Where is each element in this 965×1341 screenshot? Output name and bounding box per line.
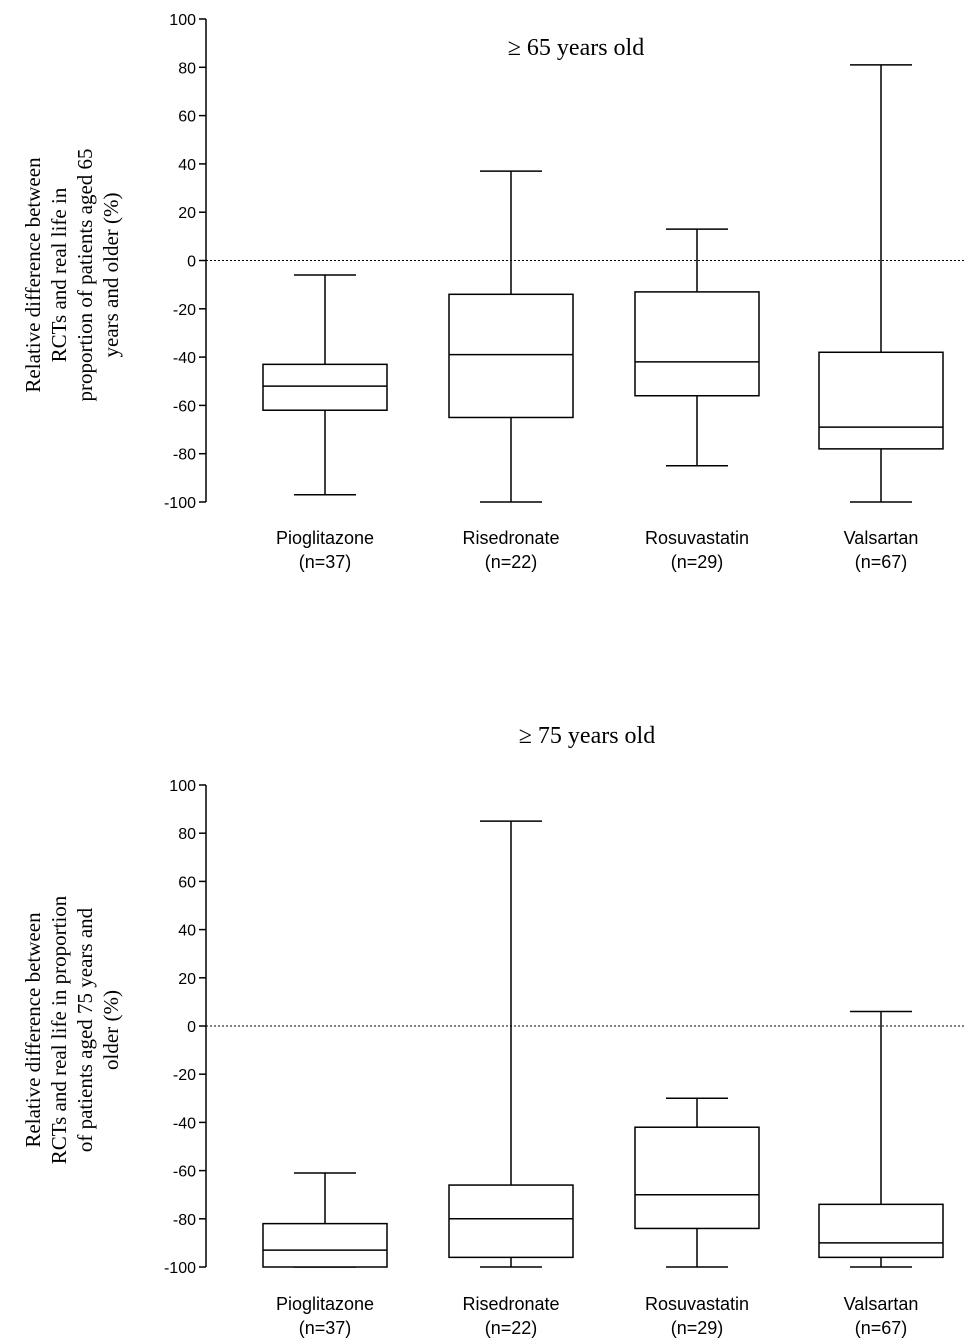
category-n-label: (n=22) (485, 552, 538, 572)
boxes (262, 820, 944, 1268)
iqr-box (262, 1222, 388, 1268)
category-n-label: (n=22) (485, 1318, 538, 1338)
y-tick-label: 80 (178, 826, 196, 843)
category-label: Pioglitazone (276, 528, 374, 548)
y-tick-label: 20 (178, 971, 196, 988)
category-label: Valsartan (844, 528, 919, 548)
box-pioglitazone (262, 1172, 388, 1268)
y-axis: 100 80 60 40 20 0 -20 -40 -60 -80 -100 (164, 12, 207, 512)
y-tick-label: -20 (173, 302, 196, 319)
x-axis-categories: Pioglitazone (n=37) Risedronate (n=22) Rosuv… (276, 1294, 918, 1338)
box-valsartan (818, 1010, 944, 1268)
y-tick-label: 80 (178, 60, 196, 77)
y-tick-label: 60 (178, 109, 196, 126)
category-n-label: (n=37) (299, 1318, 352, 1338)
category-n-label: (n=29) (671, 1318, 724, 1338)
y-tick-label: 100 (169, 778, 196, 795)
y-axis-label-line-4: older (%) (99, 990, 123, 1070)
iqr-box (448, 293, 574, 419)
category-n-label: (n=67) (855, 1318, 908, 1338)
y-axis-label-line-1: Relative difference between (21, 912, 45, 1148)
chart-65-years: ≥ 65 years old Relative difference betwe… (21, 12, 965, 572)
chart-title: ≥ 65 years old (508, 35, 644, 61)
y-tick-label: -20 (173, 1067, 196, 1084)
y-tick-label: 60 (178, 874, 196, 891)
box-valsartan (818, 64, 944, 503)
y-tick-label: 40 (178, 157, 196, 174)
box-rosuvastatin (634, 228, 760, 467)
category-n-label: (n=67) (855, 552, 908, 572)
iqr-box (634, 291, 760, 397)
iqr-box (262, 363, 388, 411)
y-axis-label-line-2: RCTs and real life in proportion (47, 895, 71, 1164)
iqr-box (818, 1203, 944, 1259)
x-axis-categories: Pioglitazone (n=37) Risedronate (n=22) Rosuv… (276, 528, 918, 572)
category-label: Rosuvastatin (645, 1294, 749, 1314)
iqr-box (818, 351, 944, 450)
y-tick-label: -40 (173, 350, 196, 367)
category-label: Risedronate (462, 528, 559, 548)
category-label: Risedronate (462, 1294, 559, 1314)
y-axis: 100 80 60 40 20 0 -20 -40 -60 -80 -100 (164, 778, 207, 1277)
y-axis-label-line-2: RCTs and real life in (47, 187, 71, 362)
box-risedronate (448, 170, 574, 503)
y-tick-label: 20 (178, 205, 196, 222)
box-pioglitazone (262, 274, 388, 496)
category-label: Valsartan (844, 1294, 919, 1314)
category-n-label: (n=29) (671, 552, 724, 572)
y-tick-label: 0 (187, 1019, 196, 1036)
chart-75-years: ≥ 75 years old Relative difference betwe… (21, 723, 965, 1338)
y-tick-label: 0 (187, 254, 196, 271)
y-tick-label: -80 (173, 447, 196, 464)
y-axis-label: Relative difference between RCTs and rea… (21, 895, 123, 1164)
y-tick-label: -40 (173, 1115, 196, 1132)
chart-title: ≥ 75 years old (519, 723, 655, 749)
y-tick-label: -60 (173, 1164, 196, 1181)
box-risedronate (448, 820, 574, 1268)
y-tick-label: 100 (169, 12, 196, 29)
y-tick-label: -100 (164, 495, 196, 512)
category-label: Rosuvastatin (645, 528, 749, 548)
y-tick-label: -100 (164, 1260, 196, 1277)
y-tick-label: -80 (173, 1212, 196, 1229)
iqr-box (448, 1184, 574, 1259)
iqr-box (634, 1126, 760, 1230)
category-label: Pioglitazone (276, 1294, 374, 1314)
y-tick-label: 40 (178, 923, 196, 940)
y-axis-label-line-3: of patients aged 75 years and (73, 907, 97, 1152)
category-n-label: (n=37) (299, 552, 352, 572)
y-axis-label-line-1: Relative difference between (21, 157, 45, 393)
box-rosuvastatin (634, 1097, 760, 1268)
y-axis-label: Relative difference between RCTs and rea… (21, 148, 123, 401)
y-axis-label-line-4: years and older (%) (99, 192, 123, 357)
boxes (262, 64, 944, 503)
y-tick-label: -60 (173, 398, 196, 415)
y-axis-label-line-3: proportion of patients aged 65 (73, 148, 97, 401)
